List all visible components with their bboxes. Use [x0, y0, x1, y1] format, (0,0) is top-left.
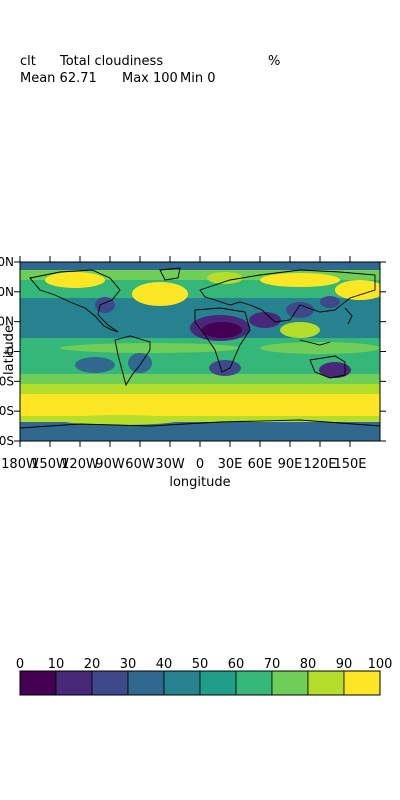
- colorbar-label: 30: [120, 657, 137, 672]
- colorbar-label: 20: [84, 657, 101, 672]
- x-tick-label: 0: [196, 457, 204, 472]
- colorbar-label: 10: [48, 657, 65, 672]
- y-tick-label: 90S: [0, 434, 14, 448]
- colorbar-swatch: [19, 670, 57, 696]
- mean-value: Mean 62.71: [20, 71, 97, 86]
- colorbar-label: 50: [192, 657, 209, 672]
- y-tick-label: 90N: [0, 255, 14, 269]
- colorbar-swatches: [19, 670, 381, 696]
- y-axis-ticks: 90N 60N 30N 0 30S 60S 90S: [0, 255, 386, 448]
- cloud-field: [20, 262, 380, 441]
- y-axis-label: latitude: [2, 325, 17, 375]
- units-label: %: [268, 54, 281, 69]
- colorbar-swatch: [163, 670, 201, 696]
- colorbar-swatch: [127, 670, 165, 696]
- colorbar-swatch: [307, 670, 345, 696]
- colorbar-label: 80: [300, 657, 317, 672]
- colorbar-label: 100: [368, 657, 393, 672]
- variable-name: clt: [20, 54, 36, 69]
- colorbar: 0 10 20 30 40 50 60 70 80 90 100: [16, 657, 393, 696]
- colorbar-swatch: [343, 670, 381, 696]
- min-value: Min 0: [180, 71, 216, 86]
- coastlines: [20, 267, 380, 429]
- x-tick-label: 60E: [248, 457, 273, 472]
- colorbar-label: 60: [228, 657, 245, 672]
- colorbar-labels: 0 10 20 30 40 50 60 70 80 90 100: [16, 657, 393, 672]
- colorbar-swatch: [91, 670, 129, 696]
- x-tick-label: 60W: [125, 457, 155, 472]
- x-tick-label: 90W: [95, 457, 125, 472]
- y-tick-label: 60N: [0, 285, 14, 299]
- x-tick-label: 30E: [218, 457, 243, 472]
- x-tick-label: 120W: [61, 457, 99, 472]
- x-tick-label: 150W: [31, 457, 69, 472]
- max-value: Max 100: [122, 71, 178, 86]
- x-tick-label: 150E: [333, 457, 366, 472]
- colorbar-swatch: [55, 670, 93, 696]
- y-tick-label: 30N: [0, 315, 14, 329]
- x-tick-label: 120E: [303, 457, 336, 472]
- x-tick-label: 30W: [155, 457, 185, 472]
- colorbar-label: 40: [156, 657, 173, 672]
- colorbar-swatch: [271, 670, 309, 696]
- x-tick-label: 90E: [278, 457, 303, 472]
- variable-long-name: Total cloudiness: [60, 54, 164, 69]
- y-tick-label: 30S: [0, 374, 14, 388]
- colorbar-label: 70: [264, 657, 281, 672]
- colorbar-label: 90: [336, 657, 353, 672]
- colorbar-label: 0: [16, 657, 24, 672]
- y-tick-label: 0: [6, 345, 14, 359]
- colorbar-swatch: [235, 670, 273, 696]
- colorbar-frame: [19, 670, 381, 696]
- colorbar-swatch: [199, 670, 237, 696]
- y-tick-label: 60S: [0, 404, 14, 418]
- x-tick-label: 180W: [1, 457, 39, 472]
- x-axis-label: longitude: [169, 475, 230, 490]
